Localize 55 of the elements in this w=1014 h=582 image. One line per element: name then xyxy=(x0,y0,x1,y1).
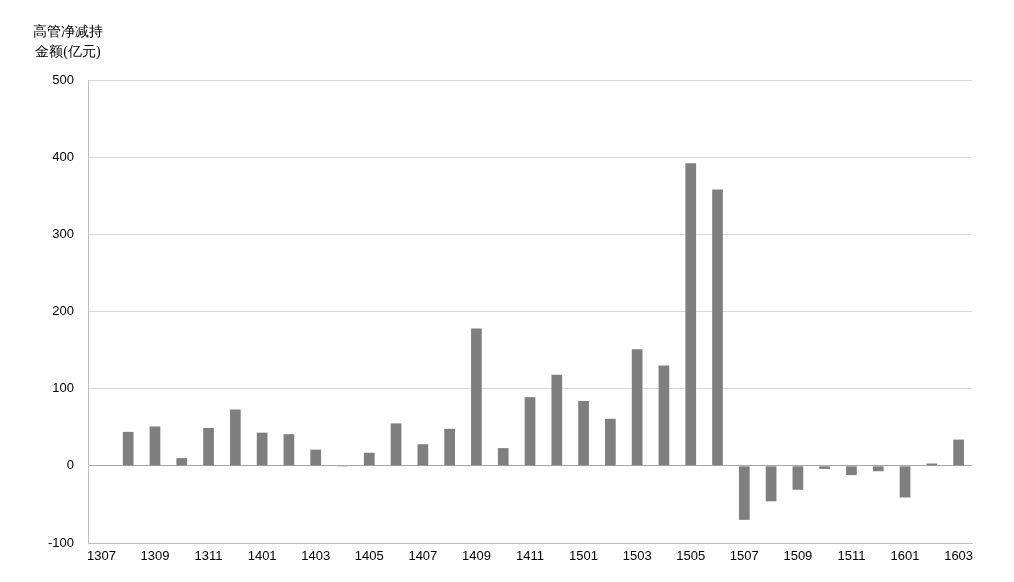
bar xyxy=(685,163,697,466)
bar xyxy=(819,466,831,469)
x-tick-label: 1511 xyxy=(837,548,866,564)
bar xyxy=(122,431,134,466)
x-tick-label: 1601 xyxy=(890,548,920,564)
y-tick-label: 200 xyxy=(52,303,74,319)
bar xyxy=(256,432,268,466)
x-tick-label: 1403 xyxy=(301,548,331,564)
x-tick-label: 1509 xyxy=(783,548,813,564)
bar xyxy=(524,397,536,466)
bar xyxy=(792,466,804,490)
y-tick-label: 300 xyxy=(52,225,74,241)
bar xyxy=(872,466,884,472)
x-tick-label: 1409 xyxy=(461,548,491,564)
y-tick-label: 0 xyxy=(66,457,74,473)
bar xyxy=(444,428,455,466)
bar xyxy=(310,449,322,466)
y-tick-label: 100 xyxy=(52,380,74,396)
x-tick-label: 1503 xyxy=(622,548,652,564)
bar xyxy=(497,448,509,466)
x-tick-label: 1309 xyxy=(140,548,170,564)
bar xyxy=(551,374,563,466)
y-tick-label: 400 xyxy=(52,148,74,164)
x-tick-label: 1401 xyxy=(247,548,277,564)
x-tick-label: 1507 xyxy=(729,548,759,564)
x-tick-label: 1407 xyxy=(408,548,438,564)
bar xyxy=(283,434,295,466)
x-tick-label: 1603 xyxy=(944,548,974,564)
y-axis-title: 高管净减持金额(亿元) xyxy=(32,23,104,61)
bar xyxy=(605,418,616,466)
bar xyxy=(765,466,777,502)
bar xyxy=(712,189,723,466)
bar xyxy=(149,426,161,466)
bar xyxy=(899,466,911,498)
bar xyxy=(176,458,188,466)
bar xyxy=(471,328,482,466)
bar xyxy=(417,444,429,466)
bar xyxy=(953,439,964,466)
bar xyxy=(578,401,589,466)
bar xyxy=(203,428,214,466)
y-tick-label: 500 xyxy=(52,71,74,87)
bar xyxy=(390,423,402,466)
bar xyxy=(658,365,670,466)
x-tick-label: 1411 xyxy=(516,548,544,564)
bar xyxy=(738,466,750,520)
y-tick-label: -100 xyxy=(47,534,74,550)
x-tick-label: 1311 xyxy=(194,548,223,564)
bar xyxy=(846,466,857,476)
x-tick-label: 1501 xyxy=(569,548,599,564)
bar xyxy=(631,349,643,466)
x-tick-label: 1505 xyxy=(676,548,706,564)
bar xyxy=(229,409,241,466)
x-tick-label: 1405 xyxy=(354,548,384,564)
bar xyxy=(363,452,375,466)
x-tick-label: 1307 xyxy=(86,548,116,564)
